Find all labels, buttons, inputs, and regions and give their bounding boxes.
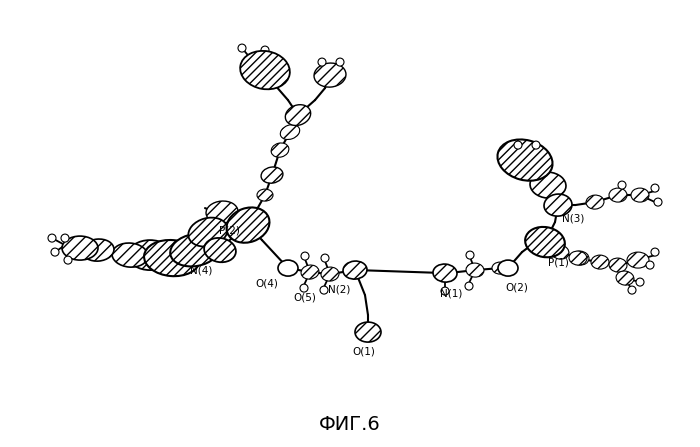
Ellipse shape — [257, 189, 273, 201]
Ellipse shape — [64, 256, 72, 264]
Ellipse shape — [609, 258, 627, 272]
Ellipse shape — [616, 271, 634, 285]
Text: O(1): O(1) — [353, 346, 375, 356]
Ellipse shape — [321, 267, 339, 281]
Ellipse shape — [498, 139, 552, 181]
Text: N(2): N(2) — [328, 284, 350, 294]
Ellipse shape — [336, 58, 344, 66]
Ellipse shape — [301, 252, 309, 260]
Ellipse shape — [280, 125, 300, 139]
Ellipse shape — [654, 198, 662, 206]
Ellipse shape — [544, 194, 572, 216]
Ellipse shape — [128, 240, 172, 270]
Text: N(3): N(3) — [562, 213, 584, 223]
Text: O(2): O(2) — [505, 282, 528, 292]
Ellipse shape — [586, 195, 604, 209]
Text: ФИГ.6: ФИГ.6 — [319, 415, 381, 434]
Ellipse shape — [651, 248, 659, 256]
Ellipse shape — [433, 264, 457, 282]
Ellipse shape — [112, 243, 148, 267]
Ellipse shape — [441, 287, 449, 295]
Ellipse shape — [492, 262, 508, 274]
Ellipse shape — [278, 260, 298, 276]
Ellipse shape — [144, 240, 200, 276]
Ellipse shape — [618, 181, 626, 189]
Ellipse shape — [61, 234, 69, 242]
Ellipse shape — [300, 284, 308, 292]
Ellipse shape — [355, 322, 381, 342]
Text: P(1): P(1) — [548, 257, 569, 267]
Ellipse shape — [569, 251, 587, 265]
Ellipse shape — [51, 248, 59, 256]
Ellipse shape — [62, 236, 98, 260]
Ellipse shape — [271, 143, 289, 157]
Ellipse shape — [631, 188, 649, 202]
Ellipse shape — [609, 188, 627, 202]
Ellipse shape — [651, 184, 659, 192]
Ellipse shape — [466, 251, 474, 259]
Ellipse shape — [636, 278, 644, 286]
Ellipse shape — [532, 141, 540, 149]
Ellipse shape — [301, 265, 319, 279]
Ellipse shape — [591, 255, 609, 269]
Ellipse shape — [188, 218, 228, 247]
Text: N(4): N(4) — [190, 265, 212, 275]
Ellipse shape — [525, 227, 565, 257]
Ellipse shape — [286, 105, 311, 126]
Ellipse shape — [506, 151, 514, 159]
Ellipse shape — [318, 58, 326, 66]
Ellipse shape — [571, 251, 589, 265]
Text: O(4): O(4) — [255, 278, 278, 288]
Ellipse shape — [261, 167, 283, 183]
Ellipse shape — [82, 239, 114, 261]
Ellipse shape — [343, 261, 367, 279]
Text: N(1): N(1) — [440, 288, 463, 298]
Ellipse shape — [320, 286, 328, 294]
Ellipse shape — [465, 282, 473, 290]
Text: P(2): P(2) — [219, 225, 240, 235]
Ellipse shape — [240, 51, 290, 89]
Ellipse shape — [227, 207, 270, 243]
Ellipse shape — [314, 63, 346, 87]
Ellipse shape — [238, 44, 246, 52]
Ellipse shape — [627, 252, 649, 268]
Ellipse shape — [321, 254, 329, 262]
Ellipse shape — [466, 263, 484, 277]
Ellipse shape — [274, 61, 282, 69]
Text: O(5): O(5) — [293, 292, 316, 302]
Ellipse shape — [531, 144, 539, 152]
Ellipse shape — [514, 144, 522, 152]
Ellipse shape — [261, 46, 269, 54]
Ellipse shape — [514, 141, 522, 149]
Ellipse shape — [551, 245, 569, 259]
Ellipse shape — [646, 261, 654, 269]
Ellipse shape — [48, 234, 56, 242]
Ellipse shape — [170, 234, 220, 266]
Ellipse shape — [498, 260, 518, 276]
Ellipse shape — [628, 286, 636, 294]
Ellipse shape — [204, 238, 236, 262]
Ellipse shape — [530, 172, 566, 198]
Ellipse shape — [206, 201, 238, 223]
